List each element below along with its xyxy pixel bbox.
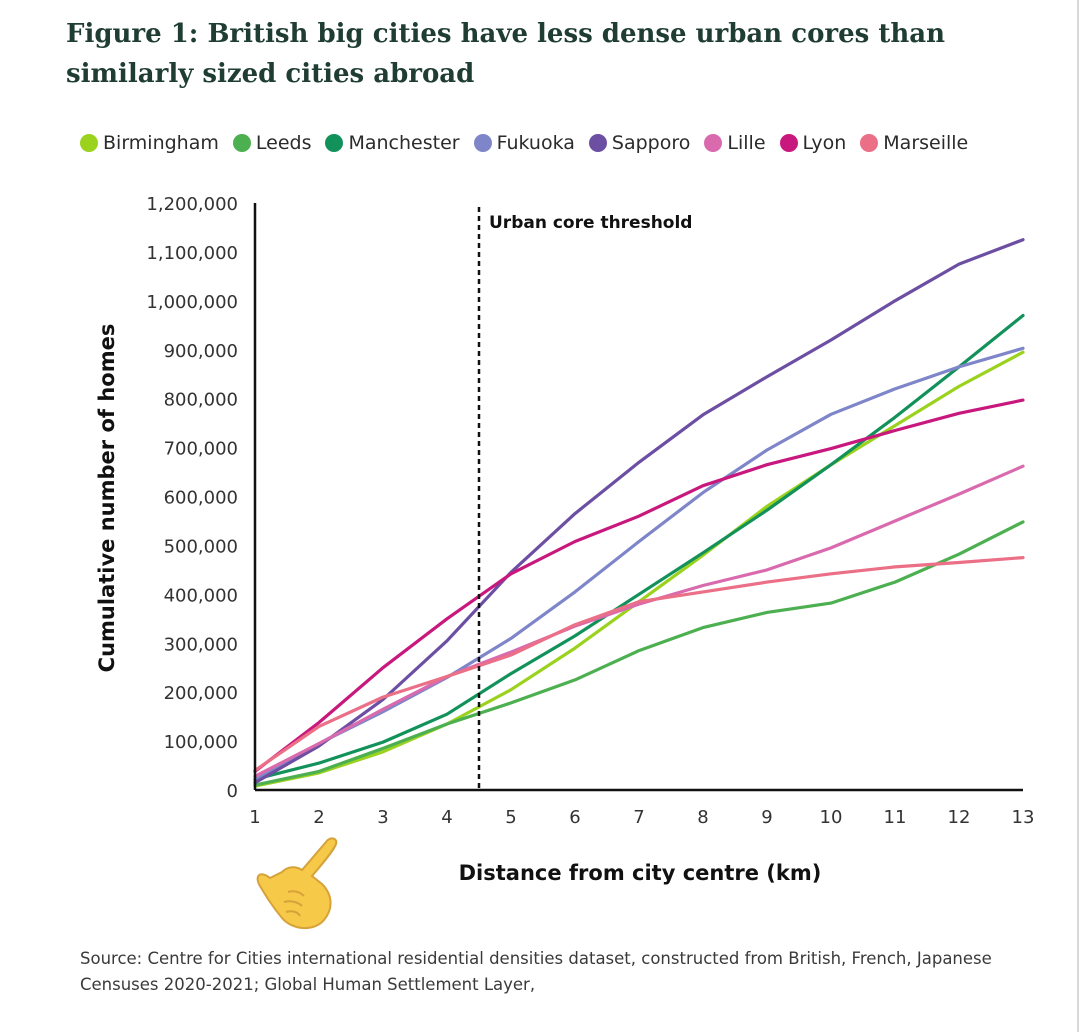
x-tick-label: 7 — [633, 807, 644, 828]
legend-label: Leeds — [255, 132, 312, 154]
plot-lines — [253, 238, 1025, 788]
legend-item: Manchester — [325, 132, 460, 154]
x-tick-label: 8 — [697, 807, 708, 828]
legend-item: Lille — [704, 132, 766, 154]
chart-legend: Birmingham Leeds Manchester Fukuoka Sapporo L… — [80, 130, 982, 156]
legend-swatch — [779, 134, 798, 152]
axes — [253, 203, 1023, 792]
legend-swatch — [473, 134, 492, 152]
legend-item: Lyon — [779, 132, 847, 154]
legend-item: Sapporo — [588, 132, 691, 154]
legend-item: Birmingham — [80, 132, 219, 154]
series-line-sapporo — [253, 238, 1025, 785]
x-axis-title: Distance from city centre (km) — [459, 861, 822, 885]
legend-swatch — [860, 134, 879, 152]
x-tick-label: 1 — [249, 807, 260, 828]
x-tick-label: 9 — [761, 807, 772, 828]
y-tick-label: 800,000 — [164, 390, 238, 411]
legend-swatch — [80, 134, 98, 152]
legend-label: Lyon — [802, 132, 847, 154]
series-line-birmingham — [253, 350, 1025, 788]
series-line-manchester — [253, 313, 1025, 781]
series-line-fukuoka — [253, 346, 1025, 782]
y-tick-label: 100,000 — [164, 732, 238, 753]
y-tick-label: 900,000 — [164, 341, 238, 362]
y-tick-label: 0 — [227, 781, 238, 802]
series-line-leeds — [253, 520, 1025, 787]
legend-label: Birmingham — [103, 132, 219, 154]
x-tick-label: 12 — [948, 807, 971, 828]
x-tick-label: 11 — [884, 807, 907, 828]
y-tick-label: 200,000 — [164, 683, 238, 704]
legend-label: Sapporo — [611, 132, 691, 154]
legend-item: Marseille — [860, 132, 968, 154]
pointing-hand-icon — [256, 837, 338, 929]
frame-edge — [1077, 0, 1079, 1032]
legend-item: Leeds — [232, 132, 312, 154]
x-tick-label: 10 — [820, 807, 843, 828]
series-line-marseille — [253, 555, 1025, 773]
x-tick-label: 3 — [377, 807, 388, 828]
figure-title: Figure 1: British big cities have less d… — [66, 19, 945, 89]
legend-label: Marseille — [883, 132, 969, 154]
y-tick-label: 1,100,000 — [146, 243, 238, 264]
y-axis-title: Cumulative number of homes — [95, 324, 119, 673]
series-line-lyon — [253, 398, 1025, 774]
legend-swatch — [704, 134, 723, 152]
legend-label: Fukuoka — [496, 132, 575, 154]
legend-swatch — [232, 134, 251, 152]
y-tick-label: 600,000 — [164, 488, 238, 509]
legend-label: Manchester — [348, 132, 460, 154]
source-note: Source: Centre for Cities international … — [80, 949, 992, 994]
y-tick-label: 400,000 — [164, 585, 238, 606]
axis-labels: Urban core threshold 0 100,000 200,000 300,0… — [95, 194, 1034, 885]
legend-label: Lille — [727, 132, 766, 154]
x-tick-label: 5 — [505, 807, 516, 828]
legend-item: Fukuoka — [473, 132, 575, 154]
series-line-lille — [253, 464, 1025, 778]
y-tick-label: 300,000 — [164, 634, 238, 655]
legend-swatch — [325, 134, 344, 152]
x-tick-label: 4 — [441, 807, 452, 828]
y-tick-label: 700,000 — [164, 439, 238, 460]
y-tick-label: 500,000 — [164, 536, 238, 557]
x-tick-label: 2 — [313, 807, 324, 828]
x-tick-label: 13 — [1012, 807, 1035, 828]
x-tick-label: 6 — [569, 807, 580, 828]
y-tick-label: 1,200,000 — [146, 194, 238, 215]
y-tick-label: 1,000,000 — [146, 292, 238, 313]
legend-swatch — [588, 134, 607, 152]
threshold-label: Urban core threshold — [489, 213, 692, 233]
